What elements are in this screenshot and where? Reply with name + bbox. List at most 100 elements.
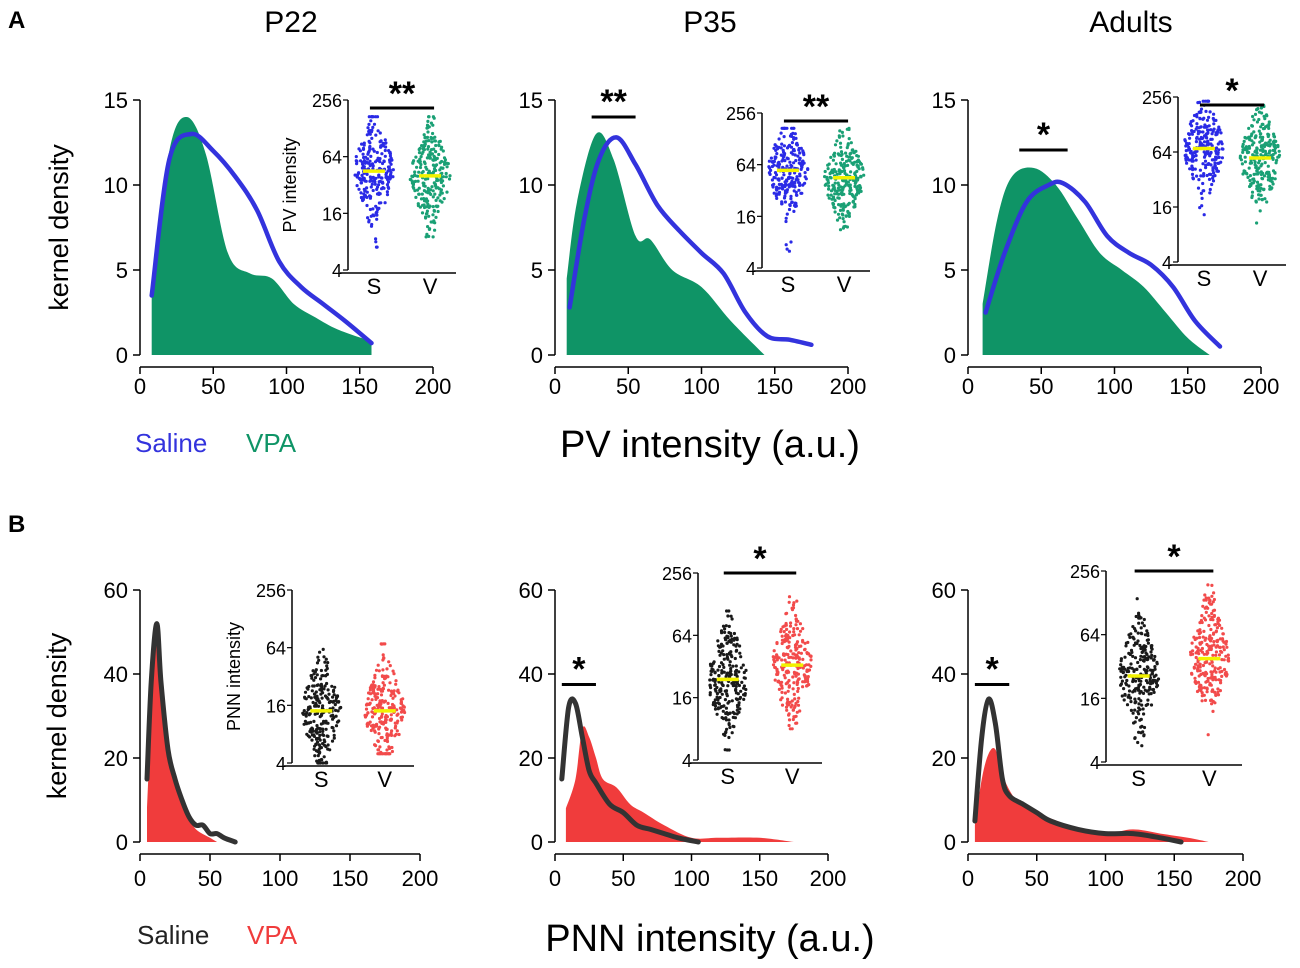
inset-data-point	[440, 191, 444, 195]
inset-data-point	[1212, 597, 1216, 602]
inset-data-point	[787, 207, 792, 212]
inset-data-point	[1201, 663, 1205, 668]
inset-data-point	[1148, 685, 1152, 690]
inset-data-point	[313, 676, 318, 680]
inset-data-point	[793, 697, 797, 701]
inset-data-point	[322, 755, 326, 759]
inset-data-point	[1259, 106, 1263, 110]
y-tick-label: 0	[116, 343, 128, 368]
inset-data-point	[415, 188, 420, 192]
inset-data-point	[772, 175, 776, 180]
inset-data-point	[1256, 167, 1260, 171]
inset-data-point	[1156, 677, 1161, 681]
inset-data-point	[781, 625, 785, 629]
inset-data-point	[321, 761, 325, 765]
inset-data-point	[792, 715, 796, 719]
inset-data-point	[1201, 136, 1205, 140]
inset-data-point	[1185, 161, 1189, 165]
inset-data-point	[373, 694, 377, 698]
inset-data-point	[1246, 175, 1250, 179]
inset-data-point	[828, 175, 832, 179]
inset-data-point	[441, 166, 445, 170]
inset-data-point	[720, 716, 724, 720]
inset-data-point	[373, 676, 377, 680]
inset-data-point	[381, 186, 385, 190]
inset-data-point	[384, 141, 388, 145]
inset-data-point	[1241, 150, 1245, 154]
inset-data-point	[1216, 690, 1220, 695]
inset-data-point	[777, 186, 782, 190]
inset-data-point	[379, 702, 383, 706]
inset-data-point	[384, 175, 388, 179]
inset-data-point	[1207, 601, 1211, 605]
inset-swarm-v	[1238, 103, 1282, 225]
inset-data-point	[1249, 134, 1253, 138]
inset-data-point	[853, 196, 857, 200]
inset-data-point	[733, 656, 737, 661]
inset-data-point	[1194, 655, 1198, 660]
inset-data-point	[1198, 116, 1202, 120]
inset-data-point	[368, 144, 372, 149]
inset-data-point	[723, 698, 728, 702]
inset-data-point	[1211, 167, 1215, 171]
inset-data-point	[1208, 634, 1212, 638]
inset-data-point	[392, 706, 396, 710]
inset-data-point	[383, 154, 387, 158]
inset-data-point	[1150, 653, 1154, 658]
inset-data-point	[1155, 660, 1159, 665]
inset-data-point	[364, 713, 369, 717]
inset-data-point	[383, 642, 387, 646]
inset-data-point	[1260, 122, 1264, 126]
inset-data-point	[335, 720, 340, 724]
inset-data-point	[1207, 637, 1211, 641]
inset-swarm-s	[1118, 597, 1161, 748]
inset-data-point	[721, 624, 726, 628]
inset-data-point	[396, 688, 400, 692]
inset-data-point	[362, 187, 366, 191]
inset-data-point	[826, 178, 830, 182]
inset-data-point	[1214, 670, 1218, 674]
inset-data-point	[843, 171, 847, 175]
inset-data-point	[1218, 689, 1222, 693]
inset-data-point	[1198, 630, 1203, 635]
inset-data-point	[1201, 99, 1205, 103]
inset-data-point	[844, 151, 848, 155]
inset-data-point	[794, 701, 798, 706]
inset-data-point	[313, 712, 317, 716]
inset-data-point	[1250, 143, 1254, 147]
inset-data-point	[784, 633, 788, 637]
inset-data-point	[1216, 620, 1220, 624]
inset-data-point	[399, 715, 403, 720]
inset-data-point	[831, 201, 835, 205]
inset-data-point	[394, 682, 398, 686]
inset-data-point	[365, 722, 369, 726]
inset-data-point	[771, 663, 776, 667]
inset-significance-stars: *	[753, 540, 767, 578]
inset-data-point	[432, 154, 436, 158]
inset-data-point	[844, 182, 849, 186]
inset-data-point	[735, 648, 739, 652]
inset-data-point	[1184, 144, 1188, 148]
x-tick-label: 150	[1156, 866, 1193, 891]
inset-data-point	[1257, 183, 1261, 187]
inset-swarm-s	[301, 647, 343, 765]
inset-data-point	[322, 738, 326, 742]
inset-data-point	[798, 172, 802, 176]
inset-data-point	[315, 740, 320, 744]
inset-data-point	[733, 684, 737, 688]
inset-data-point	[1264, 142, 1268, 146]
inset-data-point	[355, 184, 359, 188]
inset-data-point	[1274, 161, 1278, 165]
inset-data-point	[779, 627, 783, 632]
inset-data-point	[1254, 200, 1258, 204]
inset-data-point	[847, 201, 851, 205]
vpa-density-area	[566, 132, 765, 355]
inset-data-point	[1257, 161, 1261, 165]
inset-data-point	[358, 178, 362, 182]
inset-data-point	[1267, 126, 1271, 130]
inset-data-point	[365, 133, 369, 137]
saline-density-line	[559, 696, 701, 845]
inset-data-point	[726, 614, 730, 618]
inset-data-point	[364, 707, 369, 711]
inset-data-point	[1134, 679, 1138, 683]
